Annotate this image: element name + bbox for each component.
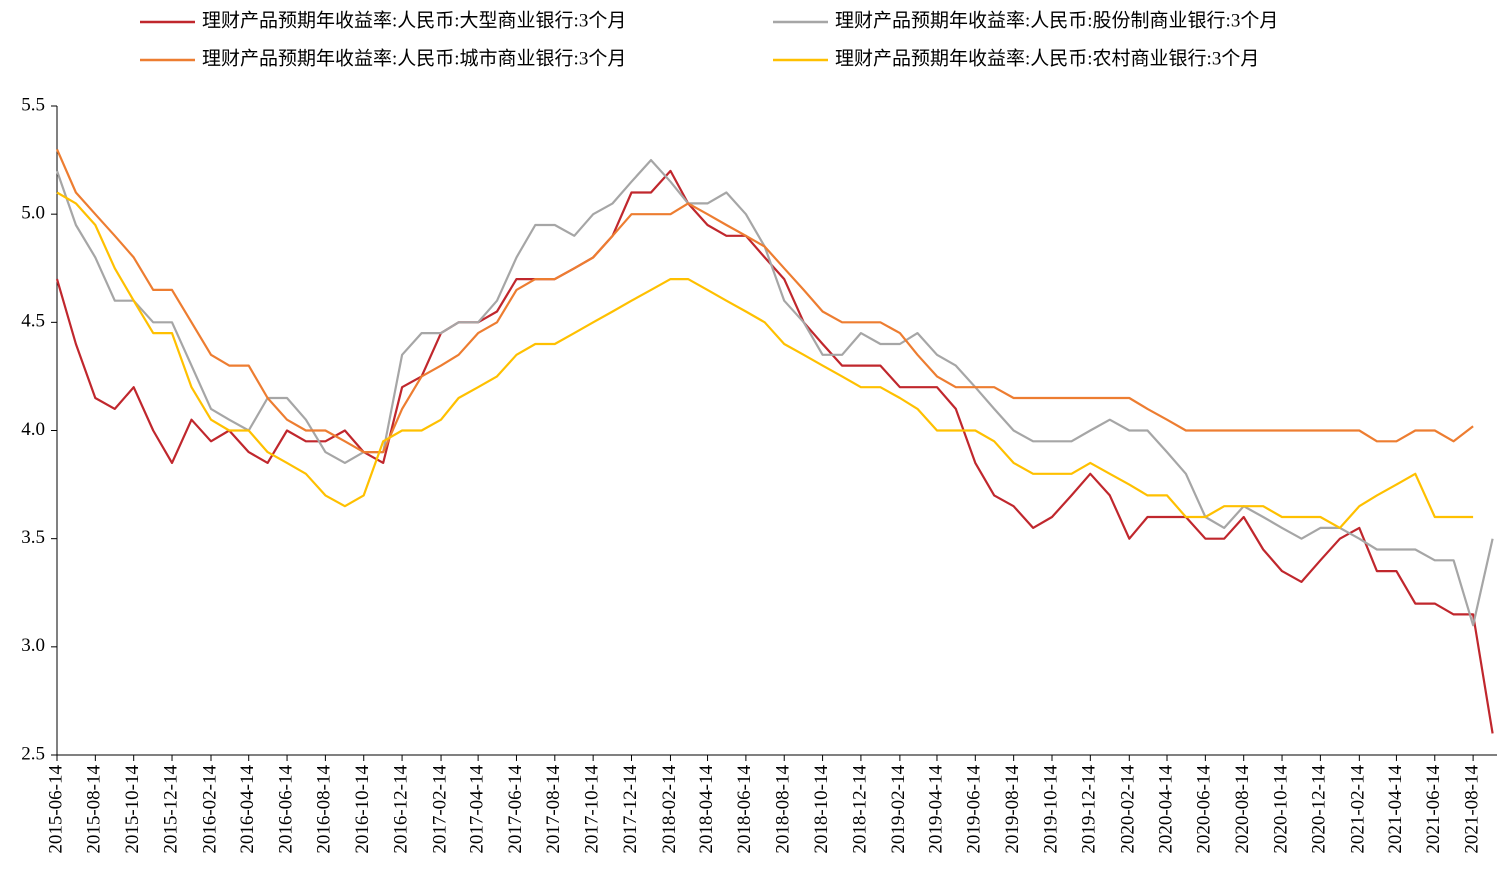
x-tick-label: 2018-08-14 [773, 765, 794, 854]
x-tick-label: 2015-10-14 [122, 765, 143, 854]
legend-label: 理财产品预期年收益率:人民币:股份制商业银行:3个月 [835, 9, 1278, 31]
x-tick-label: 2019-10-14 [1040, 765, 1061, 854]
x-tick-label: 2019-04-14 [925, 765, 946, 854]
x-tick-label: 2017-02-14 [429, 765, 450, 854]
x-tick-label: 2018-04-14 [696, 765, 717, 854]
x-tick-label: 2018-06-14 [734, 765, 755, 854]
x-tick-label: 2015-12-14 [160, 765, 181, 854]
y-tick-label: 3.5 [21, 527, 45, 548]
x-tick-label: 2017-10-14 [582, 765, 603, 854]
x-tick-label: 2019-02-14 [888, 765, 909, 854]
y-tick-label: 4.0 [21, 419, 45, 440]
x-tick-label: 2021-06-14 [1423, 765, 1444, 854]
x-tick-label: 2020-02-14 [1118, 765, 1139, 854]
x-tick-label: 2021-04-14 [1385, 765, 1406, 854]
x-tick-label: 2020-10-14 [1270, 765, 1291, 854]
x-tick-label: 2020-06-14 [1194, 765, 1215, 854]
x-tick-label: 2015-06-14 [45, 765, 66, 854]
series-line [55, 169, 1494, 734]
legend-label: 理财产品预期年收益率:人民币:农村商业银行:3个月 [835, 47, 1259, 69]
x-tick-label: 2020-08-14 [1232, 765, 1253, 854]
x-tick-label: 2016-08-14 [314, 765, 335, 854]
y-tick-label: 5.5 [21, 94, 45, 115]
legend-label: 理财产品预期年收益率:人民币:城市商业银行:3个月 [202, 47, 626, 69]
legend-label: 理财产品预期年收益率:人民币:大型商业银行:3个月 [202, 9, 626, 31]
x-tick-label: 2015-08-14 [84, 765, 105, 854]
x-tick-label: 2016-02-14 [199, 765, 220, 854]
x-tick-label: 2016-06-14 [275, 765, 296, 854]
x-tick-label: 2021-08-14 [1461, 765, 1482, 854]
x-tick-label: 2018-10-14 [811, 765, 832, 854]
y-tick-label: 2.5 [21, 743, 45, 764]
y-tick-label: 4.5 [21, 311, 45, 332]
y-tick-label: 3.0 [21, 635, 45, 656]
x-tick-label: 2018-02-14 [659, 765, 680, 854]
x-tick-label: 2020-12-14 [1309, 765, 1330, 854]
x-tick-label: 2016-12-14 [390, 765, 411, 854]
x-tick-label: 2021-02-14 [1348, 765, 1369, 854]
x-tick-label: 2016-04-14 [237, 765, 258, 854]
x-tick-label: 2017-12-14 [620, 765, 641, 854]
x-tick-label: 2017-06-14 [505, 765, 526, 854]
x-tick-label: 2019-12-14 [1079, 765, 1100, 854]
x-tick-label: 2019-08-14 [1002, 765, 1023, 854]
x-tick-label: 2018-12-14 [849, 765, 870, 854]
x-tick-label: 2017-04-14 [466, 765, 487, 854]
series-line [56, 191, 1474, 529]
x-tick-label: 2020-04-14 [1155, 765, 1176, 854]
x-tick-label: 2017-08-14 [543, 765, 564, 854]
y-tick-label: 5.0 [21, 203, 45, 224]
x-tick-label: 2016-10-14 [352, 765, 373, 854]
series-line [55, 148, 1474, 454]
series-line [55, 159, 1494, 627]
x-tick-label: 2019-06-14 [964, 765, 985, 854]
